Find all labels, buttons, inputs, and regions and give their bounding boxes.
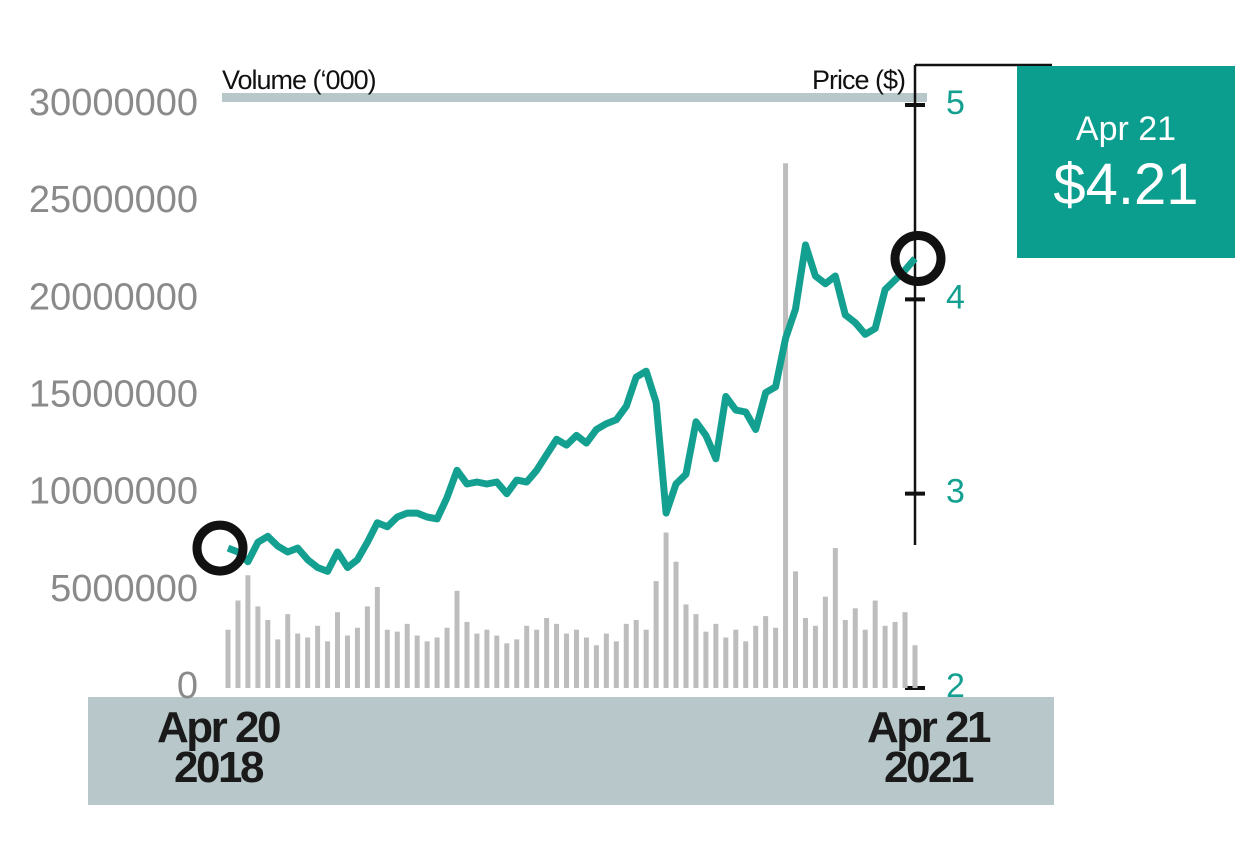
y2-axis-title: Price ($)	[812, 65, 905, 95]
start-marker	[192, 520, 248, 576]
volume-bar	[812, 625, 818, 688]
volume-bar	[753, 625, 759, 688]
volume-bar	[275, 639, 281, 688]
volume-bar	[494, 635, 500, 688]
volume-bar	[673, 561, 679, 688]
volume-bar	[544, 618, 550, 688]
volume-bar	[693, 614, 699, 688]
volume-bar	[504, 643, 510, 688]
volume-bar	[335, 612, 341, 688]
volume-bar	[285, 614, 291, 688]
volume-bar	[474, 633, 480, 688]
volume-bar	[733, 629, 739, 688]
volume-bar	[424, 641, 430, 688]
volume-bar	[763, 616, 769, 688]
volume-bar	[444, 627, 450, 688]
volume-bar	[225, 629, 231, 688]
y-tick-label: 30000000	[29, 82, 198, 124]
volume-bar	[454, 590, 460, 688]
volume-bar	[723, 637, 729, 688]
volume-bar	[514, 639, 520, 688]
callout-value: $4.21	[1053, 152, 1199, 217]
volume-bar	[583, 637, 589, 688]
volume-bar	[633, 619, 639, 688]
volume-bar	[593, 645, 599, 688]
callout-box: Apr 21 $4.21	[1017, 66, 1235, 258]
volume-bar	[404, 623, 410, 688]
volume-bar	[902, 612, 908, 688]
volume-bar	[663, 532, 669, 688]
y-tick-label: 10000000	[29, 471, 198, 513]
end-marker	[890, 231, 946, 287]
y-tick-label: 5000000	[50, 568, 198, 610]
volume-bar	[394, 631, 400, 688]
volume-bar	[265, 619, 271, 688]
volume-bar	[882, 625, 888, 688]
y-tick-label: 15000000	[29, 374, 198, 416]
volume-bar	[623, 623, 629, 688]
volume-bar	[524, 625, 530, 688]
y2-tick-label: 3	[946, 473, 965, 511]
volume-bar	[325, 641, 331, 688]
y2-tick-label: 5	[946, 84, 965, 122]
y-axis-title: Volume (‘000)	[222, 65, 376, 95]
volume-bar	[862, 629, 868, 688]
callout-date: Apr 21	[1075, 110, 1177, 148]
volume-bar	[354, 627, 360, 688]
volume-bar	[464, 621, 470, 688]
volume-bar	[245, 575, 251, 688]
volume-bar	[743, 641, 749, 688]
volume-bar	[235, 600, 241, 688]
volume-bar	[384, 629, 390, 688]
volume-bar	[653, 581, 659, 688]
volume-bar	[703, 631, 709, 688]
volume-bar	[484, 629, 490, 688]
y-tick-label: 20000000	[29, 276, 198, 318]
volume-bar	[534, 629, 540, 688]
volume-bar	[793, 571, 799, 688]
y-tick-label: 25000000	[29, 179, 198, 221]
volume-bar	[852, 608, 858, 688]
volume-bar	[842, 619, 848, 688]
x-tick-label: Apr 21 2021	[867, 703, 991, 792]
volume-bar	[643, 629, 649, 688]
volume-bar	[374, 586, 380, 688]
volume-bar	[554, 623, 560, 688]
volume-bar	[822, 596, 828, 688]
y-tick-label: 0	[177, 665, 198, 707]
volume-bar	[683, 604, 689, 688]
volume-bar	[573, 629, 579, 688]
volume-bar	[344, 635, 350, 688]
volume-bar	[613, 641, 619, 688]
volume-bar	[832, 548, 838, 688]
volume-bar	[892, 621, 898, 688]
volume-bar	[783, 163, 789, 689]
volume-bar	[255, 606, 261, 688]
volume-bar	[305, 637, 311, 688]
volume-bar	[802, 618, 808, 688]
volume-bar	[295, 633, 301, 688]
volume-bar	[713, 623, 719, 688]
volume-bar	[773, 627, 779, 688]
y2-tick-label: 4	[946, 278, 965, 316]
volume-bar	[872, 600, 878, 688]
volume-bar	[315, 625, 321, 688]
price-line	[226, 241, 918, 575]
volume-bar	[564, 633, 570, 688]
volume-bar	[912, 645, 918, 688]
volume-bar	[603, 633, 609, 688]
volume-bar	[414, 635, 420, 688]
y2-tick-label: 2	[946, 667, 965, 705]
x-tick-label: Apr 20 2018	[157, 703, 281, 792]
header-bar	[222, 93, 927, 102]
volume-bar	[434, 637, 440, 688]
x-axis-band	[88, 697, 1054, 805]
volume-bar	[364, 606, 370, 688]
